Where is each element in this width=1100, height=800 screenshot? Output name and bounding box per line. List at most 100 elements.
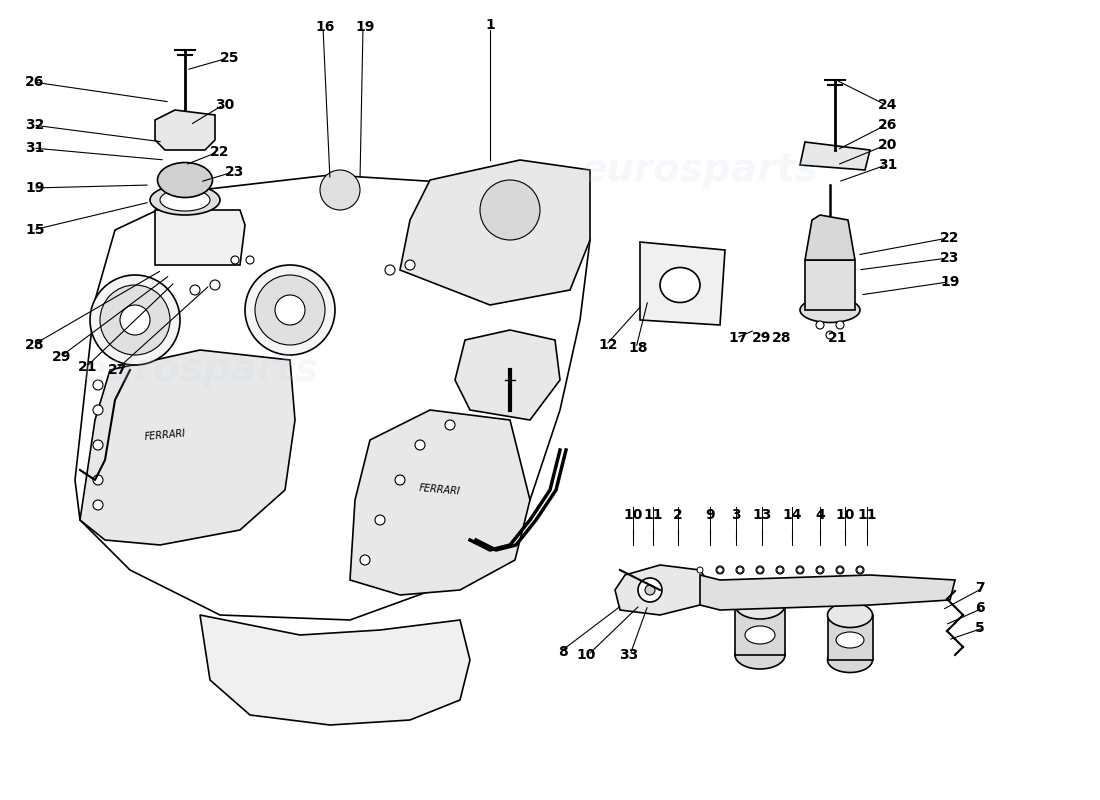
Text: 22: 22 (940, 231, 959, 245)
Text: 29: 29 (52, 350, 72, 364)
Circle shape (246, 256, 254, 264)
Text: 10: 10 (576, 648, 596, 662)
Text: FERRARI: FERRARI (419, 483, 461, 497)
Circle shape (736, 566, 744, 574)
Text: 9: 9 (705, 508, 715, 522)
Text: FERRARI: FERRARI (144, 428, 186, 442)
Ellipse shape (745, 626, 776, 644)
Circle shape (480, 180, 540, 240)
Circle shape (94, 405, 103, 415)
Text: 28: 28 (25, 338, 44, 352)
Text: 19: 19 (940, 275, 959, 289)
Circle shape (798, 567, 803, 573)
Circle shape (395, 475, 405, 485)
Circle shape (446, 420, 455, 430)
Circle shape (816, 321, 824, 329)
Text: 29: 29 (752, 331, 771, 345)
Circle shape (638, 578, 662, 602)
Polygon shape (700, 575, 955, 610)
Circle shape (385, 265, 395, 275)
Circle shape (94, 475, 103, 485)
Circle shape (796, 566, 804, 574)
Ellipse shape (735, 641, 785, 669)
Ellipse shape (800, 298, 860, 322)
Text: 24: 24 (878, 98, 898, 112)
Text: 6: 6 (975, 601, 984, 615)
Polygon shape (200, 615, 470, 725)
Bar (735, 605, 785, 655)
Polygon shape (80, 350, 295, 545)
Ellipse shape (150, 185, 220, 215)
Circle shape (275, 295, 305, 325)
Circle shape (210, 280, 220, 290)
Text: 26: 26 (25, 75, 44, 89)
Circle shape (245, 265, 336, 355)
Text: 32: 32 (25, 118, 44, 132)
Circle shape (320, 170, 360, 210)
Text: 31: 31 (878, 158, 898, 172)
Text: 21: 21 (78, 360, 98, 374)
Text: 8: 8 (558, 645, 568, 659)
Text: 22: 22 (210, 145, 230, 159)
Circle shape (737, 567, 742, 573)
Text: eurosparts: eurosparts (81, 351, 319, 389)
Text: 20: 20 (878, 138, 898, 152)
Circle shape (645, 585, 654, 595)
Text: 11: 11 (857, 508, 877, 522)
Text: 14: 14 (782, 508, 802, 522)
Circle shape (776, 566, 784, 574)
Text: 15: 15 (25, 223, 44, 237)
Circle shape (716, 566, 724, 574)
Circle shape (94, 380, 103, 390)
Polygon shape (455, 330, 560, 420)
Text: 17: 17 (728, 331, 747, 345)
Polygon shape (615, 565, 710, 615)
Text: 19: 19 (25, 181, 44, 195)
Circle shape (817, 567, 823, 573)
Polygon shape (640, 242, 725, 325)
Text: 4: 4 (815, 508, 825, 522)
Circle shape (100, 285, 170, 355)
Circle shape (190, 285, 200, 295)
Text: 11: 11 (644, 508, 662, 522)
Text: 2: 2 (673, 508, 683, 522)
Polygon shape (805, 215, 855, 260)
Circle shape (837, 567, 843, 573)
Text: 23: 23 (226, 165, 244, 179)
Circle shape (415, 440, 425, 450)
Circle shape (255, 275, 324, 345)
Bar (828, 615, 873, 660)
Text: 19: 19 (355, 20, 374, 34)
Polygon shape (155, 110, 214, 150)
Text: 10: 10 (624, 508, 642, 522)
Text: 30: 30 (214, 98, 234, 112)
Ellipse shape (660, 267, 700, 302)
Circle shape (856, 566, 864, 574)
Circle shape (94, 440, 103, 450)
Text: 26: 26 (878, 118, 898, 132)
Text: 31: 31 (25, 141, 44, 155)
Text: eurosparts: eurosparts (581, 151, 820, 189)
Circle shape (857, 567, 864, 573)
Text: 7: 7 (975, 581, 984, 595)
Circle shape (94, 500, 103, 510)
Text: 1: 1 (485, 18, 495, 32)
Text: 23: 23 (940, 251, 959, 265)
Circle shape (777, 567, 783, 573)
Text: 25: 25 (220, 51, 240, 65)
Text: 18: 18 (628, 341, 648, 355)
Bar (805, 260, 855, 310)
Polygon shape (400, 160, 590, 305)
Text: 5: 5 (975, 621, 984, 635)
Circle shape (756, 566, 764, 574)
Circle shape (90, 275, 180, 365)
Text: 12: 12 (598, 338, 617, 352)
Text: 27: 27 (108, 363, 128, 377)
Polygon shape (800, 142, 870, 170)
Text: 3: 3 (732, 508, 740, 522)
Circle shape (360, 555, 370, 565)
Ellipse shape (160, 189, 210, 211)
Polygon shape (155, 210, 245, 265)
Circle shape (826, 331, 834, 339)
Circle shape (697, 567, 703, 573)
